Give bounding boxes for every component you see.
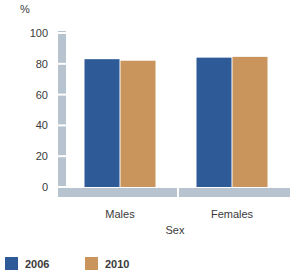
bar [121, 61, 156, 187]
legend-swatch [5, 257, 18, 270]
y-tick-label: 0 [42, 181, 48, 193]
y-tick [58, 186, 66, 188]
y-tick-label: 40 [36, 119, 48, 131]
bar [233, 57, 268, 187]
y-tick-label: 60 [36, 89, 48, 101]
legend-label: 2006 [25, 258, 49, 270]
bar [85, 59, 120, 187]
legend: 2006 2010 [5, 257, 129, 270]
y-tick [58, 63, 66, 65]
bars [85, 57, 268, 187]
y-tick [58, 124, 66, 126]
y-axis [58, 31, 66, 197]
legend-swatch [85, 257, 98, 270]
chart: % 0 20 40 60 80 100 Males Females Sex 2006 2010 [0, 0, 300, 278]
bar [197, 58, 232, 187]
y-tick [58, 94, 66, 96]
y-tick [58, 32, 66, 34]
y-tick [58, 155, 66, 157]
x-tick-label: Females [211, 208, 254, 220]
legend-label: 2010 [105, 258, 129, 270]
y-axis-title: % [20, 3, 30, 15]
x-tick-label: Males [105, 208, 135, 220]
y-tick-label: 100 [30, 27, 48, 39]
chart-container: % 0 20 40 60 80 100 Males Females Sex 2006 2010 [0, 0, 300, 278]
x-axis-title: Sex [166, 224, 185, 236]
y-tick-label: 80 [36, 58, 48, 70]
y-tick-label: 20 [36, 150, 48, 162]
x-axis [58, 188, 290, 197]
x-separator [177, 188, 179, 197]
